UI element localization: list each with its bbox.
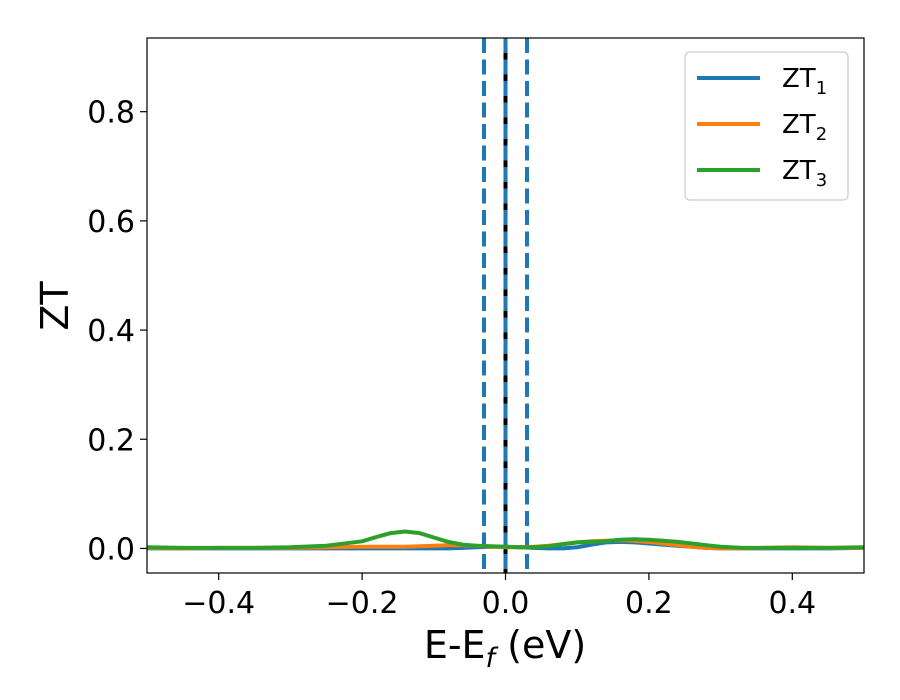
x-axis-label-main: E-E	[424, 623, 486, 667]
y-tick-label: 0.6	[87, 205, 135, 240]
y-tick-label: 0.0	[87, 532, 135, 567]
x-tick-label: 0.4	[768, 586, 816, 621]
series-line-3	[147, 529, 864, 550]
y-tick-label: 0.8	[87, 96, 135, 131]
y-tick-label: 0.2	[87, 423, 135, 458]
legend: ZT1 ZT2 ZT3	[684, 51, 849, 201]
legend-label-3: ZT3	[782, 156, 827, 191]
legend-entries: ZT1 ZT2 ZT3	[697, 64, 827, 191]
y-axis: 0.0 0.2 0.4 0.6 0.8	[87, 96, 147, 567]
reference-lines	[481, 38, 530, 573]
x-tick-label: 0.0	[482, 586, 530, 621]
y-axis-label: ZT	[33, 281, 77, 331]
legend-label-2: ZT2	[782, 110, 827, 145]
series-lines	[147, 529, 864, 551]
x-tick-label: −0.2	[326, 586, 399, 621]
legend-label-1: ZT1	[782, 64, 827, 99]
legend-box	[684, 51, 849, 201]
x-tick-label: 0.2	[625, 586, 673, 621]
y-tick-label: 0.4	[87, 314, 135, 349]
x-axis-label: E-Ef (eV)	[424, 623, 586, 674]
x-axis-label-unit: (eV)	[495, 623, 586, 667]
x-tick-label: −0.4	[182, 586, 255, 621]
x-axis: −0.4 −0.2 0.0 0.2 0.4	[182, 573, 816, 621]
